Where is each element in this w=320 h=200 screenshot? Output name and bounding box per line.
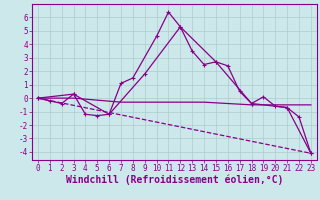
X-axis label: Windchill (Refroidissement éolien,°C): Windchill (Refroidissement éolien,°C) — [66, 175, 283, 185]
